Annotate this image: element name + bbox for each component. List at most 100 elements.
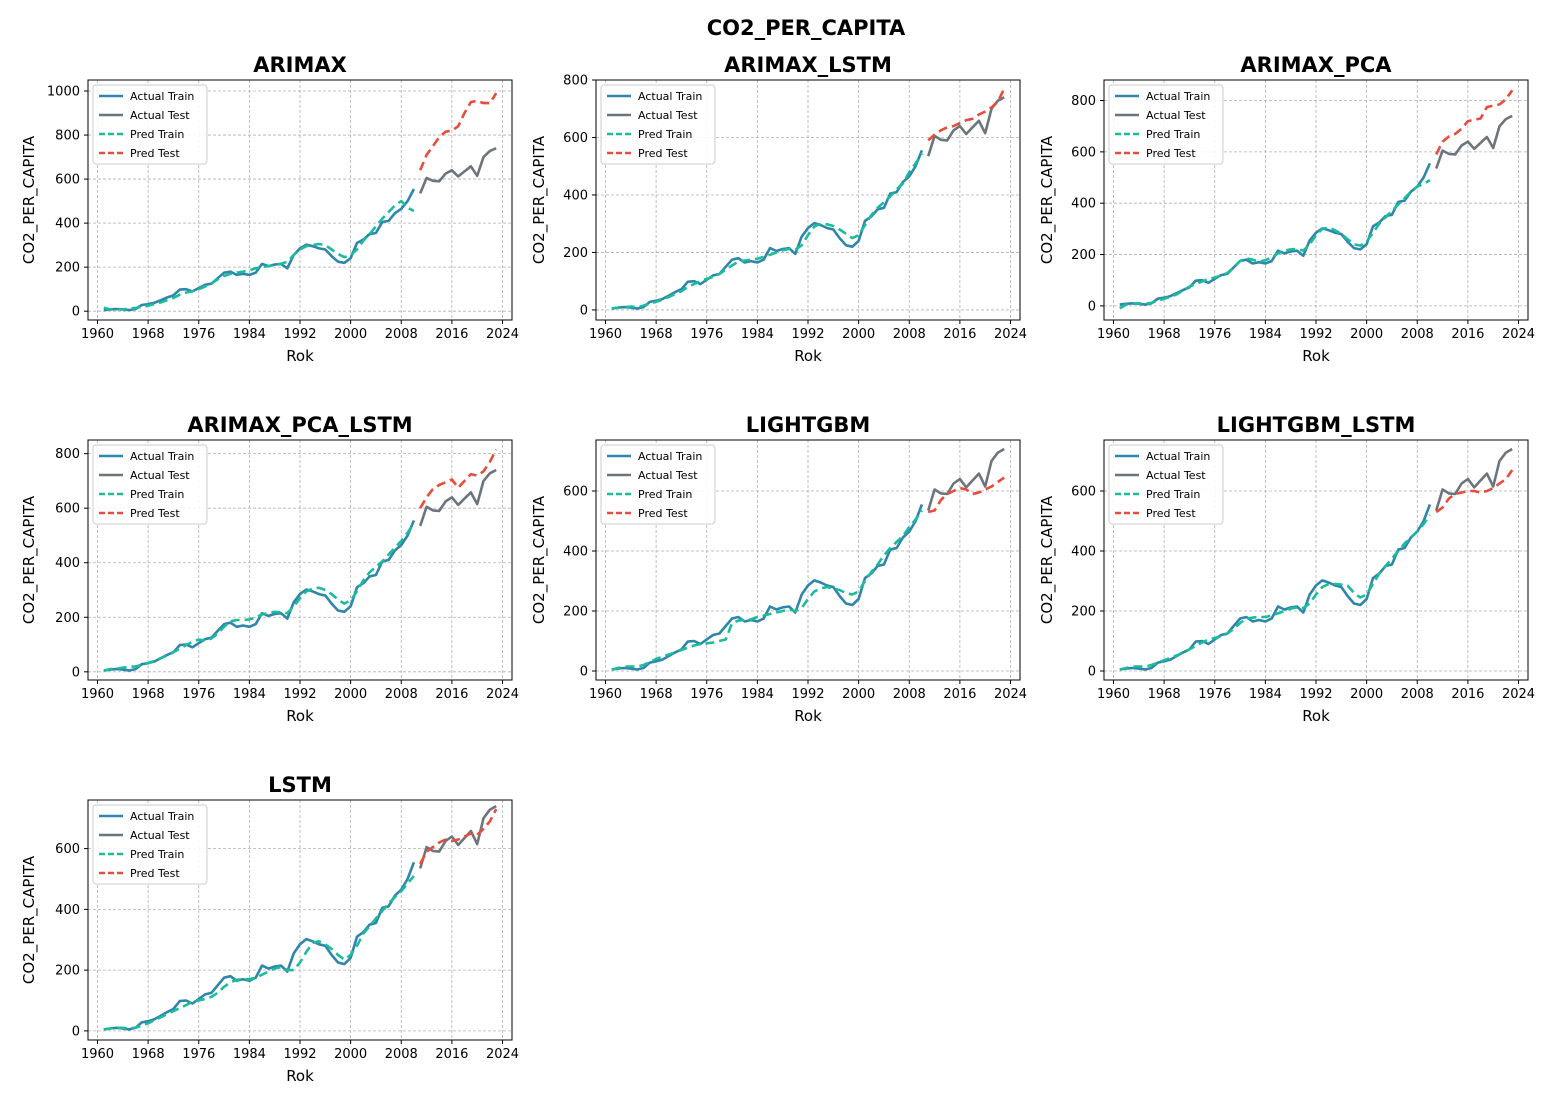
legend: Actual Train Actual Test Pred Train Pred Te… <box>1108 84 1224 165</box>
legend-box <box>92 804 208 885</box>
legend-label: Actual Train <box>130 810 194 823</box>
axes-frame <box>1103 79 1529 321</box>
pred-test-line <box>927 476 1005 514</box>
x-tick-label: 1960 <box>589 327 622 342</box>
figure-title: CO2_PER_CAPITA <box>706 16 906 40</box>
subplot-title: ARIMAX_PCA_LSTM <box>187 413 412 437</box>
y-axis-label: CO2_PER_CAPITA <box>20 855 39 984</box>
legend: Actual Train Actual Test Pred Train Pred Te… <box>600 84 716 165</box>
y-tick-label: 600 <box>1071 485 1096 500</box>
x-tick-label: 1976 <box>182 687 215 702</box>
legend-label: Actual Test <box>130 829 190 842</box>
pred-test-line <box>419 808 498 865</box>
x-tick-label: 1984 <box>233 327 266 342</box>
pred-train-line <box>1119 178 1431 310</box>
legend-label: Actual Test <box>638 469 698 482</box>
x-tick-label: 1968 <box>132 1047 165 1062</box>
y-tick-label: 200 <box>55 964 80 979</box>
x-tick-label: 2000 <box>842 687 875 702</box>
legend-label: Pred Test <box>130 147 180 160</box>
x-axis-label: Rok <box>286 1067 314 1085</box>
pred-test-line <box>1435 89 1514 155</box>
y-tick-label: 0 <box>580 665 588 680</box>
y-tick-label: 400 <box>563 188 588 203</box>
x-tick-label: 2016 <box>1451 327 1484 342</box>
x-tick-label: 2000 <box>842 327 875 342</box>
axes-frame <box>1103 439 1529 681</box>
y-tick-label: 600 <box>55 173 80 188</box>
legend-label: Actual Train <box>1146 450 1210 463</box>
pred-train-line <box>103 199 415 311</box>
x-tick-label: 1960 <box>81 327 114 342</box>
x-tick-label: 2024 <box>486 687 519 702</box>
legend-box <box>600 84 716 165</box>
actual-test-line <box>418 468 497 527</box>
x-tick-label: 1992 <box>1299 327 1332 342</box>
axes-frame <box>87 439 513 681</box>
x-tick-label: 1968 <box>132 327 165 342</box>
subplot-arimax-pca-lstm: 1960 1968 1976 1984 1992 2000 2008 2016 2024 0 200… <box>20 413 519 725</box>
x-tick-label: 2024 <box>994 687 1027 702</box>
x-tick-label: 2024 <box>486 327 519 342</box>
x-tick-label: 2000 <box>334 1047 367 1062</box>
x-axis-label: Rok <box>286 347 314 365</box>
x-tick-label: 2000 <box>334 327 367 342</box>
subplot-title: LIGHTGBM <box>746 413 870 437</box>
x-tick-label: 1976 <box>690 687 723 702</box>
legend-label: Actual Train <box>638 90 702 103</box>
x-tick-label: 2008 <box>1401 327 1434 342</box>
x-tick-label: 2016 <box>435 687 468 702</box>
y-axis-label: CO2_PER_CAPITA <box>530 495 549 624</box>
subplot-title: ARIMAX <box>253 53 347 77</box>
y-tick-label: 0 <box>72 665 80 680</box>
x-tick-label: 1960 <box>81 1047 114 1062</box>
y-tick-label: 0 <box>72 305 80 320</box>
y-tick-label: 400 <box>1071 545 1096 560</box>
y-tick-label: 600 <box>55 842 80 857</box>
y-tick-label: 0 <box>1088 665 1096 680</box>
actual-train-line <box>611 504 924 671</box>
subplot-lstm: 1960 1968 1976 1984 1992 2000 2008 2016 2024 0 200… <box>20 773 519 1085</box>
legend: Actual Train Actual Test Pred Train Pred Te… <box>1108 444 1224 525</box>
x-tick-label: 1992 <box>283 327 316 342</box>
y-axis-label: CO2_PER_CAPITA <box>20 135 39 264</box>
x-axis-label: Rok <box>286 707 314 725</box>
x-tick-label: 1976 <box>182 1047 215 1062</box>
x-tick-label: 2016 <box>943 687 976 702</box>
y-tick-label: 200 <box>1071 248 1096 263</box>
legend-label: Pred Train <box>638 128 692 141</box>
x-tick-label: 2008 <box>1401 687 1434 702</box>
legend: Actual Train Actual Test Pred Train Pred Te… <box>92 444 208 525</box>
subplot-lightgbm-lstm: 1960 1968 1976 1984 1992 2000 2008 2016 2024 0 200… <box>1038 413 1535 725</box>
x-tick-label: 2024 <box>994 327 1027 342</box>
pred-test-line <box>927 88 1006 142</box>
x-tick-label: 1960 <box>1097 687 1130 702</box>
subplot-arimax: 1960 1968 1976 1984 1992 2000 2008 2016 2024 0 200… <box>20 53 519 365</box>
legend-box <box>600 444 716 525</box>
subplot-arimax-lstm: 1960 1968 1976 1984 1992 2000 2008 2016 2024 0 200… <box>530 53 1027 365</box>
pred-train-line <box>611 509 923 671</box>
legend-label: Pred Test <box>130 507 180 520</box>
y-axis-label: CO2_PER_CAPITA <box>1038 495 1057 624</box>
y-axis-label: CO2_PER_CAPITA <box>530 135 549 264</box>
y-tick-label: 800 <box>55 129 80 144</box>
legend-box <box>1108 84 1224 165</box>
x-tick-label: 1984 <box>741 327 774 342</box>
legend-box <box>92 84 208 165</box>
legend-label: Actual Test <box>1146 109 1206 122</box>
legend-box <box>92 444 208 525</box>
x-tick-label: 1976 <box>182 327 215 342</box>
legend-label: Actual Train <box>638 450 702 463</box>
legend-label: Pred Train <box>638 488 692 501</box>
legend: Actual Train Actual Test Pred Train Pred Te… <box>92 84 208 165</box>
x-tick-label: 1968 <box>640 687 673 702</box>
legend-label: Pred Train <box>1146 128 1200 141</box>
y-tick-label: 0 <box>72 1024 80 1039</box>
legend: Actual Train Actual Test Pred Train Pred Te… <box>600 444 716 525</box>
x-tick-label: 1960 <box>1097 327 1130 342</box>
x-tick-label: 2008 <box>385 327 418 342</box>
x-tick-label: 2016 <box>435 327 468 342</box>
x-tick-label: 1984 <box>233 1047 266 1062</box>
pred-train-line <box>611 152 924 310</box>
x-tick-label: 2024 <box>1502 327 1535 342</box>
